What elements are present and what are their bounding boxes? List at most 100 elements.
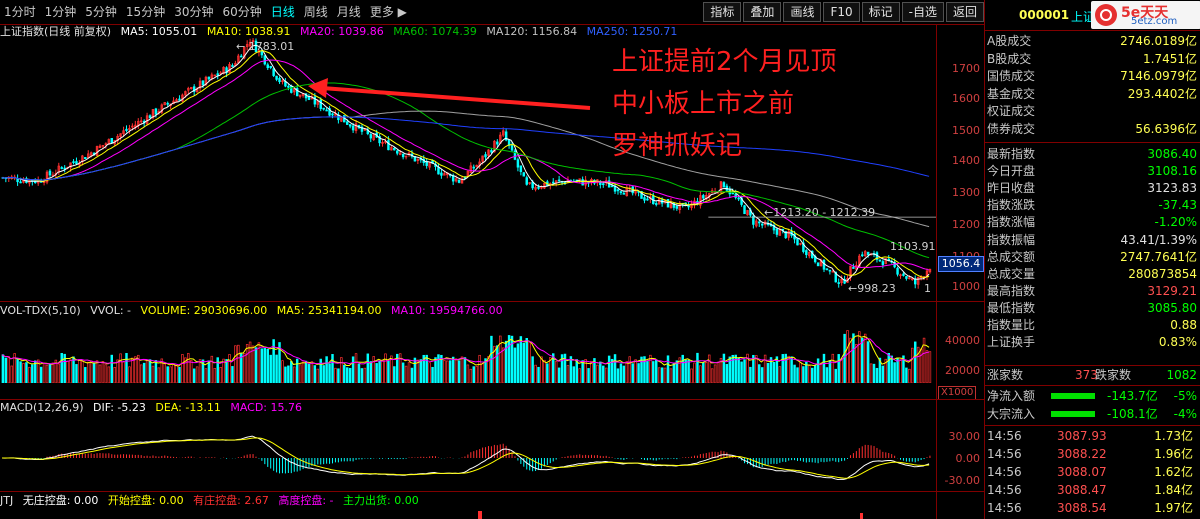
- candle: [899, 274, 902, 277]
- candle: [198, 80, 202, 89]
- candle: [298, 94, 302, 97]
- f10-button[interactable]: F10: [823, 2, 860, 22]
- candle: [360, 126, 364, 132]
- volume-bar: [690, 368, 693, 383]
- candle: [190, 87, 193, 90]
- tab-daily[interactable]: 日线: [270, 5, 295, 19]
- candle: [263, 55, 267, 65]
- volume-bar: [1, 354, 5, 383]
- candle: [275, 75, 278, 80]
- candle: [846, 277, 849, 283]
- back-button[interactable]: 返回: [945, 2, 984, 22]
- macd-chart[interactable]: [0, 398, 936, 490]
- volume-bar: [363, 367, 367, 383]
- candlestick-chart[interactable]: ← 1783.01 ←998.23 ←1213.20 - 1212.39 1103.9…: [0, 24, 936, 300]
- candle: [690, 203, 693, 208]
- volume-bar: [649, 354, 652, 383]
- candle: [457, 179, 461, 183]
- volume-bar: [404, 365, 408, 383]
- candle: [837, 282, 840, 284]
- volume-legend: VOL-TDX(5,10) VVOL: - VOLUME: 29030696.0…: [0, 304, 509, 318]
- candle: [372, 134, 375, 140]
- volume-bar: [34, 360, 37, 383]
- chart-axis-divider: [936, 24, 937, 519]
- volume-bar: [137, 354, 140, 383]
- tab-30min[interactable]: 30分钟: [174, 5, 214, 19]
- overlay-button[interactable]: 叠加: [743, 2, 782, 22]
- tab-15min[interactable]: 15分钟: [125, 5, 166, 19]
- candle: [248, 42, 252, 47]
- row-label: 上证换手: [987, 335, 1036, 350]
- candle: [269, 65, 272, 68]
- volume-bar: [19, 361, 22, 383]
- tick-volume: 1.97亿: [1154, 501, 1193, 515]
- volume-bar: [834, 368, 837, 383]
- main-legend: 上证指数(日线 前复权) MA5: 1055.01 MA10: 1038.91 …: [0, 25, 683, 39]
- tab-more[interactable]: 更多 ▶: [369, 5, 407, 19]
- tab-weekly[interactable]: 周线: [303, 5, 328, 19]
- volume-bar: [631, 363, 634, 383]
- tab-1min-time[interactable]: 1分时: [4, 5, 36, 19]
- candle: [772, 225, 776, 231]
- row-value: 280873854: [1128, 266, 1197, 281]
- jtj-outflow: 主力出货: 0.00: [343, 494, 419, 507]
- volume-bar: [713, 364, 717, 383]
- candle: [60, 167, 63, 169]
- volume-chart[interactable]: [0, 318, 936, 383]
- volume-bar: [357, 363, 361, 383]
- volume-bar: [675, 360, 679, 383]
- row-value: 0.83%: [1158, 335, 1197, 350]
- draw-line-button[interactable]: 画线: [783, 2, 822, 22]
- volume-bar: [181, 354, 184, 383]
- volume-bar: [448, 360, 452, 383]
- candle: [743, 205, 746, 215]
- volume-bar: [687, 359, 690, 383]
- candle: [908, 277, 911, 280]
- jtj-chart: [478, 511, 863, 519]
- candle: [210, 74, 214, 79]
- volume-bar: [922, 337, 926, 383]
- volume-bar: [861, 337, 864, 383]
- volume-bar: [419, 359, 423, 383]
- volume-bar: [328, 363, 331, 383]
- volume-label: VOLUME: 29030696.00: [140, 304, 268, 317]
- tab-monthly[interactable]: 月线: [336, 5, 361, 19]
- candle: [687, 205, 690, 208]
- watchlist-button[interactable]: -自选: [901, 2, 944, 22]
- volume-bar: [48, 363, 52, 383]
- volume-bar: [4, 357, 8, 383]
- volume-bar: [831, 353, 835, 383]
- candle: [646, 198, 649, 201]
- volume-bar: [899, 358, 902, 383]
- flow-bar: [1051, 411, 1095, 417]
- tab-60min[interactable]: 60分钟: [222, 5, 262, 19]
- candle: [472, 166, 476, 169]
- volume-bar: [890, 355, 893, 383]
- volume-bar: [554, 361, 558, 383]
- tab-1min[interactable]: 1分钟: [44, 5, 77, 19]
- indicator-button[interactable]: 指标: [703, 2, 742, 22]
- candle: [322, 107, 325, 110]
- row-value: -37.43: [1158, 198, 1197, 213]
- volume-bar: [351, 356, 355, 383]
- stat-row: B股成交 1.7451亿: [987, 51, 1197, 67]
- volume-bar: [139, 364, 143, 383]
- candle: [519, 165, 523, 172]
- candle: [581, 179, 584, 186]
- volume-bar: [863, 333, 867, 383]
- tab-5min[interactable]: 5分钟: [85, 5, 117, 19]
- volume-bar: [549, 357, 552, 383]
- flow-value: -108.1亿: [1107, 407, 1158, 421]
- volume-bar: [254, 347, 258, 383]
- quote-row: 最高指数 3129.21: [987, 283, 1197, 299]
- volume-bar: [466, 364, 470, 383]
- mark-button[interactable]: 标记: [861, 2, 900, 22]
- row-value: 1.7451亿: [1143, 51, 1197, 66]
- volume-bar: [602, 365, 605, 383]
- volume-bar: [613, 354, 617, 383]
- candle: [437, 167, 440, 175]
- volume-bar: [875, 367, 879, 383]
- volume-bar: [775, 356, 779, 383]
- candle: [86, 153, 90, 158]
- volume-bar: [816, 358, 820, 383]
